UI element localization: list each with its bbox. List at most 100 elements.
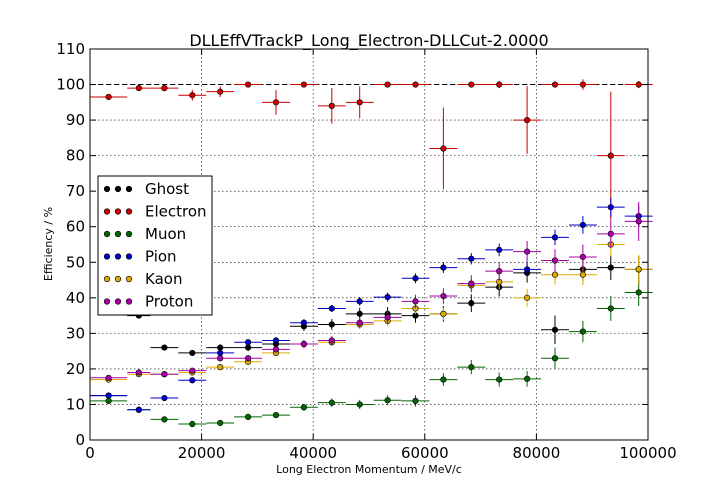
- series-electron: [90, 79, 653, 220]
- kaon-data-point: [635, 266, 642, 273]
- legend-label-pion: Pion: [145, 248, 177, 266]
- legend-label-ghost: Ghost: [145, 180, 189, 198]
- legend-marker-electron: [103, 208, 111, 215]
- pion-data-point: [551, 234, 559, 241]
- muon-data-point: [551, 355, 559, 362]
- legend: Ghost Electron Muon Pion Kaon Proton: [97, 175, 213, 316]
- legend-label-electron: Electron: [145, 203, 207, 221]
- muon-data-point: [384, 397, 391, 404]
- muon-data-point: [189, 420, 196, 428]
- x-tick-label: 60000: [401, 444, 449, 462]
- legend-label-muon: Muon: [145, 225, 186, 243]
- y-tick-label: 10: [66, 395, 85, 413]
- proton-data-point: [217, 355, 224, 362]
- y-tick-label: 110: [56, 40, 85, 58]
- legend-marker-muon: [125, 230, 133, 238]
- pion-data-point: [105, 392, 112, 399]
- electron-data-point: [161, 84, 168, 92]
- electron-data-point: [189, 92, 196, 99]
- y-tick-label: 80: [66, 147, 85, 165]
- proton-data-point: [189, 367, 196, 374]
- muon-data-point: [523, 375, 531, 382]
- pion-data-point: [496, 246, 503, 253]
- muon-data-point: [356, 401, 363, 408]
- ghost-data-point: [356, 310, 363, 317]
- x-tick-label: 40000: [289, 444, 337, 462]
- legend-marker-muon: [103, 230, 111, 238]
- muon-data-point: [300, 404, 307, 411]
- y-tick-label: 20: [66, 360, 85, 378]
- proton-data-point: [635, 218, 642, 225]
- legend-frame: [97, 175, 213, 316]
- y-tick-label: 70: [66, 182, 85, 200]
- legend-marker-electron: [125, 208, 133, 215]
- muon-data-point: [440, 376, 447, 383]
- electron-data-point: [551, 81, 559, 88]
- muon-data-point: [217, 419, 224, 427]
- legend-marker-proton: [125, 298, 133, 305]
- electron-data-point: [328, 102, 335, 109]
- y-tick-label: 60: [66, 218, 85, 236]
- pion-data-point: [579, 221, 586, 229]
- proton-data-point: [328, 337, 335, 344]
- legend-marker-muon: [114, 230, 122, 238]
- pion-data-point: [244, 339, 252, 346]
- legend-marker-ghost: [103, 185, 111, 193]
- electron-data-point: [272, 99, 280, 106]
- proton-data-point: [161, 371, 168, 378]
- pion-data-point: [300, 319, 307, 326]
- pion-data-point: [217, 349, 224, 357]
- legend-marker-kaon: [103, 275, 111, 283]
- electron-data-point: [523, 116, 531, 124]
- chart-title: DLLEffVTrackP_Long_Electron-DLLCut-2.000…: [189, 31, 548, 51]
- pion-data-point: [161, 394, 168, 402]
- muon-data-point: [468, 364, 475, 371]
- legend-marker-proton: [103, 298, 111, 305]
- electron-data-point: [607, 152, 614, 159]
- electron-data-point: [300, 81, 307, 88]
- proton-data-point: [105, 374, 112, 381]
- proton-data-point: [356, 319, 363, 326]
- legend-marker-proton: [114, 298, 122, 305]
- pion-data-point: [412, 275, 419, 282]
- y-axis-title: Efficiency / %: [42, 207, 55, 281]
- legend-label-proton: Proton: [145, 293, 193, 311]
- legend-marker-ghost: [114, 185, 122, 193]
- kaon-data-point: [217, 364, 224, 371]
- muon-data-point: [635, 289, 642, 296]
- y-tick-label: 100: [56, 76, 85, 94]
- pion-data-point: [523, 266, 531, 273]
- electron-data-point: [135, 84, 142, 92]
- muon-data-point: [161, 416, 168, 423]
- proton-data-point: [384, 314, 391, 321]
- electron-data-point: [468, 81, 475, 88]
- proton-data-point: [496, 268, 503, 275]
- kaon-data-point: [440, 310, 447, 317]
- proton-data-point: [551, 257, 559, 264]
- electron-data-point: [217, 88, 224, 95]
- electron-data-point: [412, 81, 419, 88]
- x-axis-title: Long Electron Momentum / MeV/c: [276, 463, 462, 476]
- muon-data-point: [412, 397, 419, 405]
- pion-data-point: [468, 255, 475, 262]
- plot-frame: [89, 48, 649, 441]
- proton-data-point: [607, 230, 614, 237]
- electron-data-point: [384, 81, 391, 88]
- muon-data-point: [328, 399, 335, 406]
- muon-data-point: [579, 328, 586, 335]
- electron-data-point: [356, 99, 363, 106]
- ghost-data-point: [468, 300, 475, 307]
- x-tick-label: 20000: [178, 444, 226, 462]
- legend-marker-pion: [114, 253, 122, 260]
- pion-data-point: [607, 204, 614, 211]
- legend-label-kaon: Kaon: [145, 270, 182, 288]
- y-tick-label: 30: [66, 324, 85, 342]
- legend-marker-kaon: [125, 275, 133, 283]
- proton-data-point: [244, 355, 252, 362]
- legend-marker-electron: [114, 208, 122, 215]
- proton-data-point: [135, 369, 142, 376]
- pion-data-point: [384, 294, 391, 301]
- ghost-data-point: [607, 264, 614, 271]
- muon-data-point: [496, 376, 503, 383]
